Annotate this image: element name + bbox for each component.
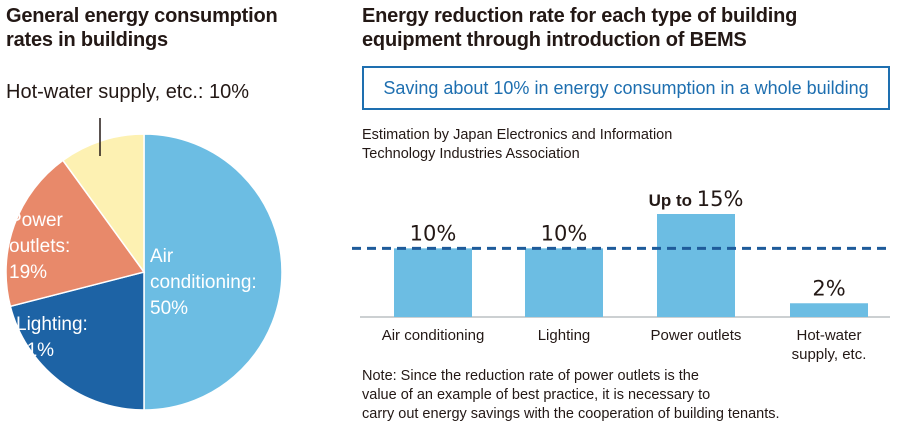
- bar-value-text: 10%: [410, 221, 457, 245]
- bar-value-label-0: 10%: [410, 221, 457, 245]
- source-line2: Technology Industries Association: [362, 146, 580, 162]
- bar-title-line1: Energy reduction rate for each type of b…: [362, 5, 798, 27]
- category-label-line: Power outlets: [651, 327, 742, 344]
- pie-label-air-conditioning: Air conditioning: 50%: [150, 246, 257, 319]
- summary-text: Saving about 10% in energy consumption i…: [383, 77, 869, 98]
- pie-label-line: 19%: [9, 262, 47, 283]
- bar-chart: 10% 10% Up to 15% 2% Air conditioning Lightin…: [352, 187, 890, 363]
- category-label-0: Air conditioning: [382, 327, 485, 344]
- note-line1: Note: Since the reduction rate of power …: [362, 368, 699, 384]
- bar-value-text: 2%: [812, 276, 845, 300]
- bar-value-text: 15%: [697, 187, 744, 211]
- bar-0: [394, 248, 472, 317]
- category-label-3: Hot-water supply, etc.: [792, 327, 867, 363]
- pie-label-line: 21%: [16, 340, 54, 361]
- pie-slice-air-conditioning: [143, 133, 283, 411]
- bar-value-prefix: Up to: [649, 191, 697, 210]
- note-line2: value of an example of best practice, it…: [362, 387, 711, 403]
- pie-label-line: Air: [150, 246, 174, 267]
- pie-label-line: conditioning:: [150, 272, 257, 293]
- footnote: Note: Since the reduction rate of power …: [362, 367, 892, 424]
- pie-label-line: Power: [9, 210, 64, 231]
- bar-value-label-2: Up to 15%: [649, 187, 744, 211]
- pie-label-line: Lighting:: [16, 314, 88, 335]
- category-label-line: Lighting: [538, 327, 591, 344]
- category-label-line: Air conditioning: [382, 327, 485, 344]
- pie-slice-power-outlets: [5, 159, 146, 308]
- pie-label-lighting: Lighting: 21%: [16, 314, 88, 361]
- pie-slice-lighting: [9, 271, 145, 411]
- source-line1: Estimation by Japan Electronics and Info…: [362, 127, 673, 143]
- pie-label-line: 50%: [150, 298, 188, 319]
- bar-value-text: 10%: [541, 221, 588, 245]
- pie-slice-hot-water: [61, 133, 145, 275]
- pie-chart-title: General energy consumption rates in buil…: [6, 4, 306, 52]
- pie-label-line: outlets:: [9, 236, 70, 257]
- category-label-line: supply, etc.: [792, 346, 867, 363]
- bar-title-line2: equipment through introduction of BEMS: [362, 29, 747, 51]
- summary-box: Saving about 10% in energy consumption i…: [362, 66, 890, 110]
- bar-1: [525, 248, 603, 317]
- category-label-1: Lighting: [538, 327, 591, 344]
- hot-water-slice-label: Hot-water supply, etc.: 10%: [6, 81, 250, 103]
- source-note: Estimation by Japan Electronics and Info…: [362, 126, 782, 164]
- bar-3: [790, 303, 868, 317]
- pie-label-power-outlets: Power outlets: 19%: [9, 210, 70, 283]
- bar-value-label-1: 10%: [541, 221, 588, 245]
- category-label-2: Power outlets: [651, 327, 742, 344]
- bar-value-label-3: 2%: [812, 276, 845, 300]
- bar-chart-title: Energy reduction rate for each type of b…: [362, 4, 882, 52]
- pie-chart: Air conditioning: 50% Lighting: 21% Power outl…: [5, 118, 283, 411]
- pie-title-line2: rates in buildings: [6, 29, 168, 51]
- category-label-line: Hot-water: [796, 327, 861, 344]
- pie-title-line1: General energy consumption: [6, 5, 278, 27]
- note-line3: carry out energy savings with the cooper…: [362, 406, 780, 422]
- bar-2: [657, 214, 735, 317]
